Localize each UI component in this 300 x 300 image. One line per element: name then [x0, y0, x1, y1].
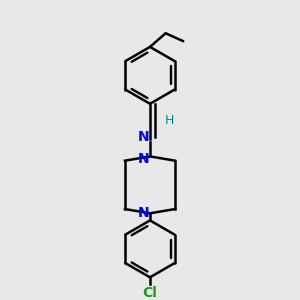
Text: N: N: [138, 206, 150, 220]
Text: N: N: [138, 152, 150, 166]
Text: Cl: Cl: [142, 286, 158, 300]
Text: N: N: [138, 130, 150, 144]
Text: H: H: [165, 114, 175, 127]
